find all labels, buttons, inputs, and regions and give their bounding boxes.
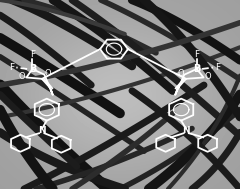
Text: O: O [19, 72, 25, 81]
Text: N: N [38, 126, 46, 136]
Text: O: O [177, 69, 184, 78]
Text: F: F [215, 63, 220, 72]
Text: F: F [9, 63, 15, 72]
Text: F: F [194, 50, 199, 59]
Text: N: N [182, 126, 190, 136]
Text: B: B [29, 64, 36, 74]
Text: O: O [204, 72, 211, 81]
Text: F: F [30, 50, 35, 59]
Text: B: B [193, 64, 200, 74]
Text: O: O [45, 69, 51, 78]
